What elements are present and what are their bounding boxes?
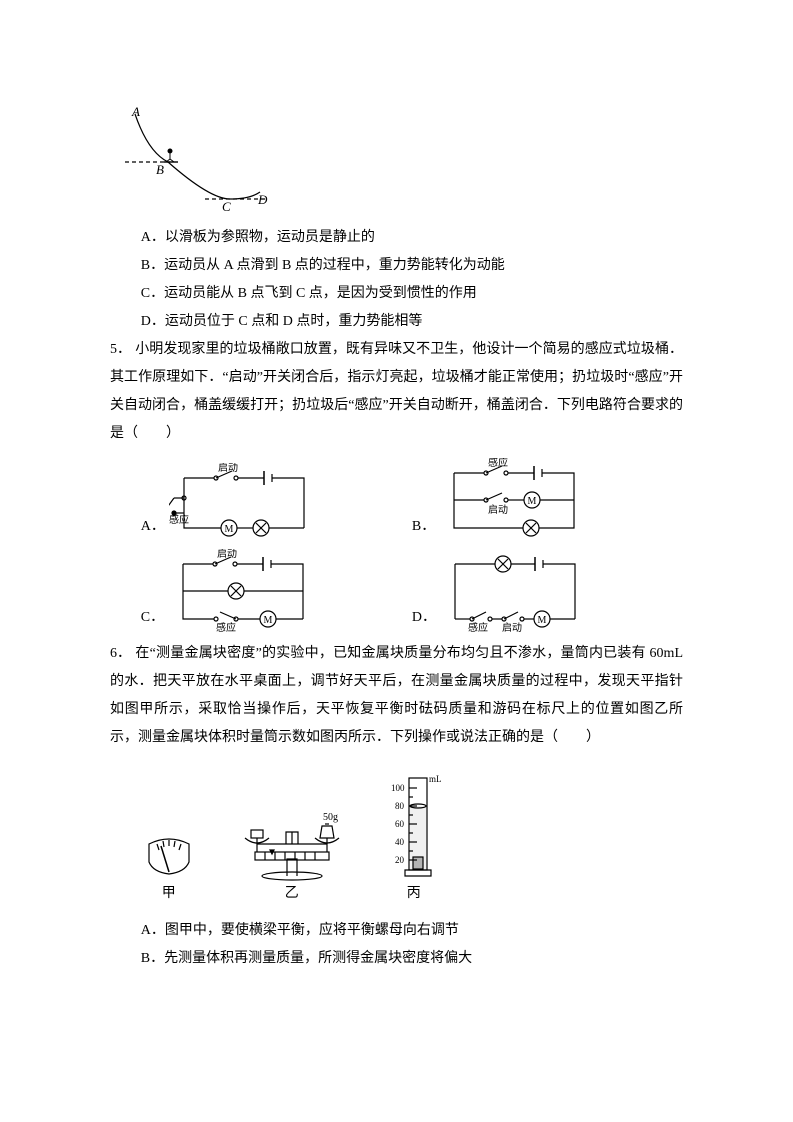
q6-figures: 甲 bbox=[110, 772, 683, 903]
q5-circuit-C: M 启动 感应 bbox=[168, 549, 318, 634]
q5-circuit-D: M 感应 启动 bbox=[440, 549, 590, 634]
svg-text:20: 20 bbox=[395, 855, 405, 865]
q5-label-B: B． bbox=[412, 513, 435, 543]
q6-mass-label: 50g bbox=[323, 812, 338, 823]
q6-label-bing: 丙 bbox=[387, 886, 441, 903]
svg-text:M: M bbox=[264, 615, 273, 626]
q5-label-C: C． bbox=[141, 604, 164, 634]
q4-label-D: D bbox=[257, 192, 268, 207]
q5-label-A: A． bbox=[141, 513, 165, 543]
q6-fig-yi: 50g bbox=[237, 804, 347, 882]
q5-text: 小明发现家里的垃圾桶敞口放置，既有异味又不卫生，他设计一个简易的感应式垃圾桶．其… bbox=[110, 342, 683, 441]
q4-curve-svg: A B C D bbox=[110, 104, 280, 214]
q6-cyl-unit: mL bbox=[429, 774, 441, 784]
q5-circuit-B: M 感应 启动 bbox=[439, 458, 589, 543]
q6-text: 在“测量金属块密度”的实验中，已知金属块质量分布均匀且不渗水，量筒内已装有 60… bbox=[110, 646, 683, 745]
svg-text:感应: 感应 bbox=[216, 621, 236, 634]
svg-text:感应: 感应 bbox=[169, 513, 189, 526]
q5-label-D: D． bbox=[412, 604, 436, 634]
svg-text:感应: 感应 bbox=[468, 621, 488, 634]
q6-fig-bing: mL 100 80 60 40 20 bbox=[387, 772, 441, 882]
q5-circuit-A: M 启动 感应 bbox=[169, 463, 319, 543]
q4-label-A: A bbox=[131, 104, 140, 119]
svg-text:M: M bbox=[224, 524, 233, 535]
svg-text:感应: 感应 bbox=[488, 458, 508, 469]
q6: 6．在“测量金属块密度”的实验中，已知金属块质量分布均匀且不渗水，量筒内已装有 … bbox=[110, 640, 683, 752]
svg-text:80: 80 bbox=[395, 801, 405, 811]
svg-text:100: 100 bbox=[391, 783, 405, 793]
q4-option-C: C．运动员能从 B 点飞到 C 点，是因为受到惯性的作用 bbox=[110, 280, 683, 308]
q6-label-yi: 乙 bbox=[237, 886, 347, 903]
q4-option-B: B．运动员从 A 点滑到 B 点的过程中，重力势能转化为动能 bbox=[110, 252, 683, 280]
svg-text:启动: 启动 bbox=[502, 621, 522, 634]
q6-option-A: A．图甲中，要使横梁平衡，应将平衡螺母向右调节 bbox=[110, 917, 683, 945]
q5-number: 5． bbox=[110, 336, 135, 364]
q6-fig-jia bbox=[141, 832, 197, 882]
q6-number: 6． bbox=[110, 640, 135, 668]
svg-text:60: 60 bbox=[395, 819, 405, 829]
svg-text:启动: 启动 bbox=[218, 463, 238, 474]
q5-row1: A． M bbox=[110, 458, 683, 543]
svg-text:启动: 启动 bbox=[488, 503, 508, 516]
q4-label-C: C bbox=[222, 199, 231, 214]
svg-text:启动: 启动 bbox=[217, 549, 237, 560]
svg-text:M: M bbox=[528, 496, 537, 507]
q6-option-B: B．先测量体积再测量质量，所测得金属块密度将偏大 bbox=[110, 945, 683, 973]
svg-text:M: M bbox=[538, 615, 547, 626]
q4-option-D: D．运动员位于 C 点和 D 点时，重力势能相等 bbox=[110, 308, 683, 336]
q4-curve-figure: A B C D bbox=[110, 104, 683, 214]
q4-option-A: A．以滑板为参照物，运动员是静止的 bbox=[110, 224, 683, 252]
svg-text:40: 40 bbox=[395, 837, 405, 847]
q6-label-jia: 甲 bbox=[141, 886, 197, 903]
q5: 5．小明发现家里的垃圾桶敞口放置，既有异味又不卫生，他设计一个简易的感应式垃圾桶… bbox=[110, 336, 683, 448]
q5-row2: C． M bbox=[110, 549, 683, 634]
q4-label-B: B bbox=[156, 162, 164, 177]
